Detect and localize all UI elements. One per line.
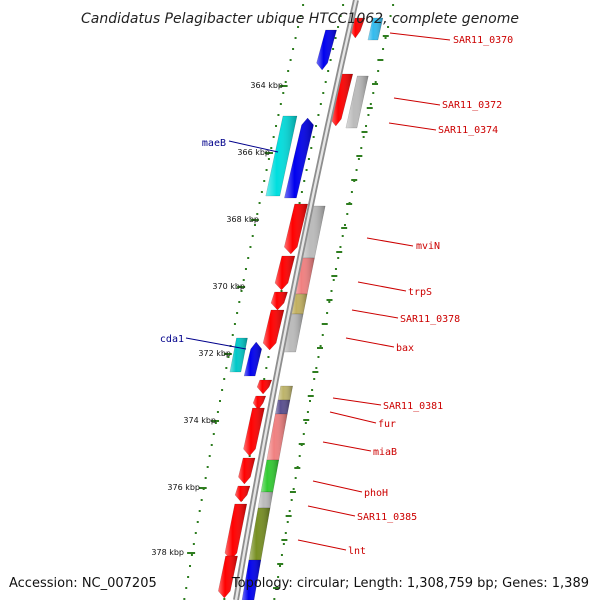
gene-label-sar11-0385[interactable]: SAR11_0385 — [357, 512, 417, 523]
ruler-ticks — [187, 35, 389, 589]
gene-arrow-shade — [271, 292, 288, 310]
gene-arrow-shade — [284, 204, 308, 254]
gene-label-mvin[interactable]: mviN — [416, 241, 440, 252]
gene-label-maeb[interactable]: maeB — [202, 138, 226, 149]
gene-arrow-shade — [263, 310, 284, 350]
sequence-backbone — [233, 0, 359, 600]
gene-arrow-shade — [253, 396, 266, 410]
gene-label-sar11-0370[interactable]: SAR11_0370 — [453, 35, 513, 46]
gene-arrow-shade — [367, 18, 383, 40]
dotted-guide-tracks — [183, 4, 395, 600]
gene-arrow-shade — [316, 30, 337, 70]
accession-text: Accession: NC_007205 — [9, 576, 157, 591]
label-connectors — [185, 32, 451, 551]
ruler-labels: 364 kbp 366 kbp 368 kbp 370 kbp 372 kbp … — [151, 81, 283, 557]
gene-arrow-shade — [275, 256, 295, 290]
gene-label-trps[interactable]: trpS — [408, 287, 432, 298]
gene-arrow-shade — [330, 74, 353, 126]
gene-arrow-shade — [260, 460, 279, 492]
gene-arrow-shade — [266, 414, 288, 460]
gene-arrow-shade — [284, 118, 314, 198]
gene-arrow-shade — [278, 386, 293, 400]
ruler-label: 372 kbp — [198, 349, 231, 358]
gene-arrow-shade — [265, 116, 297, 196]
gene-arrow-shade — [218, 556, 238, 598]
gene-arrow-shade — [350, 18, 365, 38]
gene-label-miab[interactable]: miaB — [373, 447, 397, 458]
ruler-label: 368 kbp — [226, 215, 259, 224]
gene-arrow-shade — [345, 76, 369, 128]
gene-label-cda1[interactable]: cda1 — [160, 334, 184, 345]
gene-label-sar11-0372[interactable]: SAR11_0372 — [442, 100, 502, 111]
ruler-label: 366 kbp — [237, 148, 270, 157]
gene-label-sar11-0381[interactable]: SAR11_0381 — [383, 401, 443, 412]
gene-arrow-shade — [243, 408, 265, 456]
ruler-label: 370 kbp — [212, 282, 245, 291]
gene-arrow-shade — [282, 314, 304, 352]
topology-text: Topology: circular; Length: 1,308,759 bp… — [231, 576, 589, 591]
gene-label-sar11-0374[interactable]: SAR11_0374 — [438, 125, 498, 136]
gene-arrow-shade — [248, 508, 271, 560]
gene-label-sar11-0378[interactable]: SAR11_0378 — [400, 314, 460, 325]
gene-label-fur[interactable]: fur — [378, 419, 396, 430]
ruler-label: 376 kbp — [167, 483, 200, 492]
map-title: Candidatus Pelagibacter ubique HTCC1062,… — [81, 11, 519, 27]
gene-label-lnt[interactable]: lnt — [348, 546, 366, 557]
gene-arrow-shade — [224, 504, 247, 560]
gene-label-phoh[interactable]: phoH — [364, 488, 388, 499]
gene-features — [218, 17, 384, 600]
gene-arrow-shade — [238, 458, 256, 484]
gene-arrow-shade — [242, 560, 261, 600]
gene-arrow-shade — [294, 258, 315, 294]
ruler-label: 378 kbp — [151, 548, 184, 557]
gene-label-bax[interactable]: bax — [396, 343, 414, 354]
right-gene-labels: SAR11_0370 SAR11_0372 SAR11_0374 mviN tr… — [348, 35, 513, 557]
ruler-label: 364 kbp — [250, 81, 283, 90]
gene-arrow-shade — [275, 400, 290, 414]
gene-arrow-shade — [244, 342, 262, 376]
gene-arrow-shade — [258, 492, 273, 508]
gene-arrow-shade — [257, 380, 272, 394]
left-gene-labels: maeB cda1 — [160, 138, 226, 345]
gene-arrow-shade — [235, 486, 250, 502]
gene-arrow-shade — [229, 338, 248, 372]
ruler-label: 374 kbp — [183, 416, 216, 425]
gene-arrow-shade — [301, 206, 326, 258]
